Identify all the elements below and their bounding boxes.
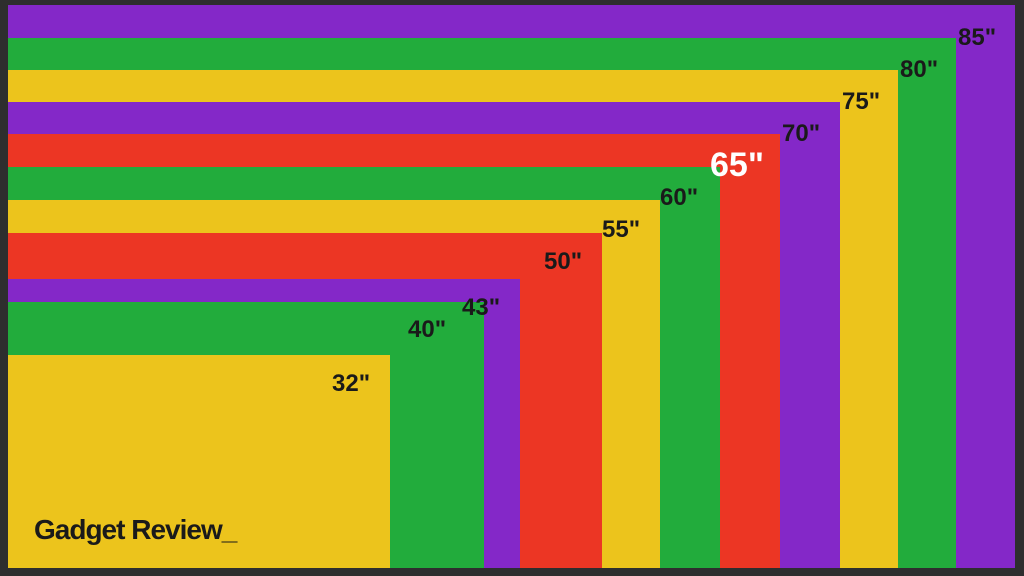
size-label-75: 75" <box>842 88 880 116</box>
size-label-60: 60" <box>660 184 698 212</box>
size-label-80: 80" <box>900 56 938 84</box>
size-label-65: 65" <box>710 146 764 185</box>
size-label-70: 70" <box>782 120 820 148</box>
size-label-55: 55" <box>602 216 640 244</box>
size-label-40: 40" <box>408 316 446 344</box>
size-label-50: 50" <box>544 248 582 276</box>
brand-label: Gadget Review_ <box>34 514 236 546</box>
size-label-85: 85" <box>958 24 996 52</box>
size-comparison-canvas: 85" 80" 75" 70" 65" 60" 55" 50" 43" 40" 32" Gadget … <box>0 0 1024 576</box>
size-label-43: 43" <box>462 294 500 322</box>
size-label-32: 32" <box>332 370 370 398</box>
